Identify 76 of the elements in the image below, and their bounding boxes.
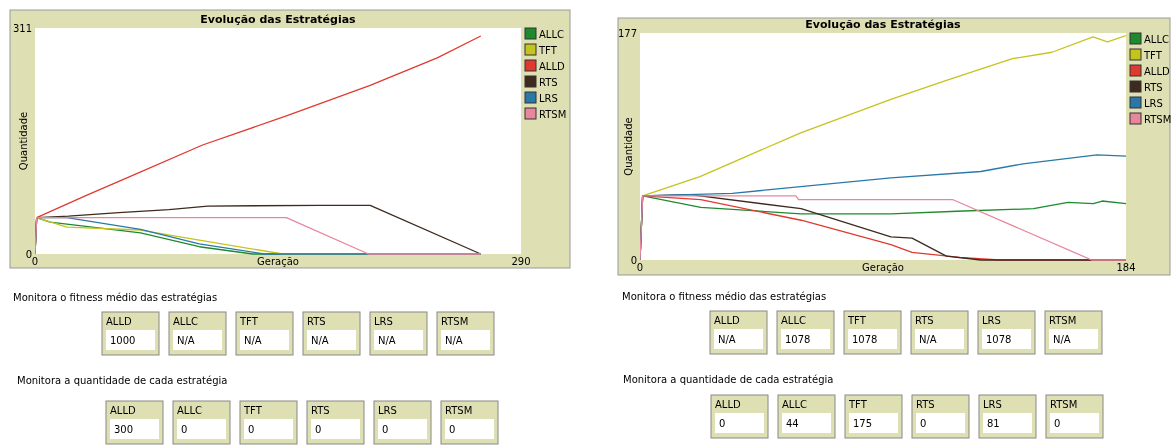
monitor-box: LRS 1078 <box>977 310 1036 355</box>
legend-label: RTSM <box>539 109 567 120</box>
chart-title: Evolução das Estratégias <box>805 18 962 31</box>
legend-label: ALLC <box>1144 34 1169 45</box>
y-axis-title: Quantidade <box>623 117 634 176</box>
monitor-box: RTSM 0 <box>440 400 499 445</box>
category-label: ALLD <box>106 316 132 327</box>
category-label: LRS <box>983 399 1002 410</box>
category-label: LRS <box>378 405 397 416</box>
category-label: RTS <box>311 405 330 416</box>
legend-label: ALLD <box>1144 66 1170 77</box>
category-label: ALLC <box>177 405 202 416</box>
monitor-box: RTSM N/A <box>436 311 495 356</box>
x-tick-label: 290 <box>511 256 531 267</box>
y-axis-title: Quantidade <box>18 111 29 171</box>
text: Monitora a quantidade de cada estratégia <box>17 375 228 386</box>
y-tick-label: 177 <box>617 27 637 39</box>
monitor-box: ALLC 0 <box>172 400 231 445</box>
legend-label: LRS <box>1144 98 1163 109</box>
monitor-box: LRS 0 <box>373 400 432 445</box>
legend-label: LRS <box>539 93 558 104</box>
monitor-box: ALLD 1000 <box>101 311 160 356</box>
legend-label: RTS <box>539 77 558 88</box>
monitor-box: RTSM N/A <box>1044 310 1103 355</box>
monitor-box: RTS N/A <box>910 310 969 355</box>
legend-label: RTS <box>1144 82 1163 93</box>
chart-title: Evolução das Estratégias <box>200 13 357 26</box>
legend-label: RTSM <box>1144 114 1172 125</box>
legend-label: ALLC <box>539 29 564 40</box>
monitor-box: ALLC 1078 <box>776 310 835 355</box>
monitor-box: RTS 0 <box>911 394 970 439</box>
category-label: ALLC <box>173 316 198 327</box>
x-tick-label: 0 <box>636 262 644 273</box>
monitor-box: ALLD N/A <box>709 310 768 355</box>
category-label: ALLD <box>715 399 741 410</box>
monitor-box: ALLC N/A <box>168 311 227 356</box>
category-label: RTSM <box>441 316 469 327</box>
monitor-box: ALLD 300 <box>105 400 164 445</box>
x-axis-title: Geração <box>257 256 299 267</box>
text: Monitora a quantidade de cada estratégia <box>623 374 834 385</box>
monitor-box: TFT 0 <box>239 400 298 445</box>
monitor-box: TFT 1078 <box>843 310 902 355</box>
category-label: TFT <box>239 316 259 327</box>
category-label: RTS <box>307 316 326 327</box>
monitor-box: ALLC 44 <box>777 394 836 439</box>
text: Monitora o fitness médio das estratégias <box>622 291 827 302</box>
x-tick-label: 0 <box>31 256 39 267</box>
category-label: ALLC <box>781 315 806 326</box>
text: Monitora o fitness médio das estratégias <box>13 292 218 303</box>
x-tick-label: 184 <box>1116 262 1136 273</box>
category-label: TFT <box>243 405 263 416</box>
category-label: TFT <box>848 399 868 410</box>
monitor-box: RTS N/A <box>302 311 361 356</box>
category-label: LRS <box>374 316 393 327</box>
category-label: RTSM <box>1049 315 1077 326</box>
x-axis-title: Geração <box>862 262 904 273</box>
category-label: RTS <box>916 399 935 410</box>
category-label: RTS <box>915 315 934 326</box>
legend-label: TFT <box>538 45 558 56</box>
monitor-box: TFT 175 <box>844 394 903 439</box>
category-label: RTSM <box>1050 399 1078 410</box>
legend-label: TFT <box>1143 50 1163 61</box>
legend-label: ALLD <box>539 61 565 72</box>
monitor-box: LRS 81 <box>978 394 1037 439</box>
monitor-box: TFT N/A <box>235 311 294 356</box>
monitor-box: RTS 0 <box>306 400 365 445</box>
category-label: ALLC <box>782 399 807 410</box>
y-tick-label: 311 <box>12 22 32 34</box>
category-label: RTSM <box>445 405 473 416</box>
category-label: ALLD <box>110 405 136 416</box>
monitor-box: RTSM 0 <box>1045 394 1104 439</box>
category-label: ALLD <box>714 315 740 326</box>
category-label: TFT <box>847 315 867 326</box>
monitor-box: LRS N/A <box>369 311 428 356</box>
category-label: LRS <box>982 315 1001 326</box>
monitor-box: ALLD 0 <box>710 394 769 439</box>
